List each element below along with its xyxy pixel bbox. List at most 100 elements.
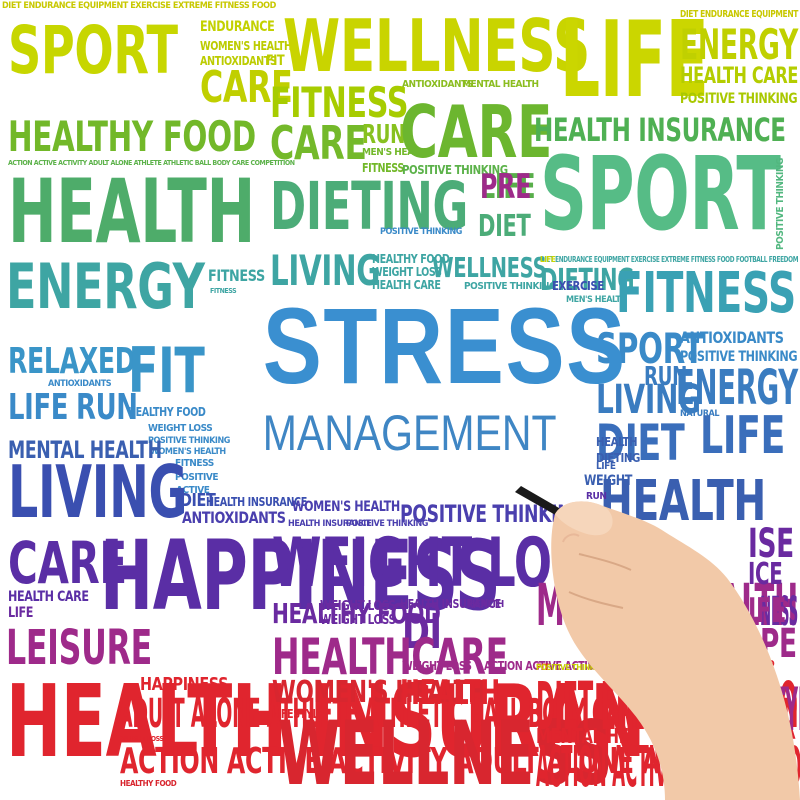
cloud-word: FIT xyxy=(266,53,285,69)
cloud-word: MENTAL HEALTH xyxy=(8,436,162,464)
cloud-word: NATURAL xyxy=(680,409,720,419)
cloud-word: ENERGY xyxy=(680,20,799,69)
cloud-word: RELAXED xyxy=(8,341,136,382)
cloud-word: SPORT xyxy=(540,135,781,254)
cloud-word: HEALTH INSURANCE xyxy=(288,519,372,529)
cloud-word: LIVING xyxy=(596,377,701,423)
cloud-word: POSITIVE THINKING xyxy=(680,349,798,365)
cloud-word: POSITIVE THINKING xyxy=(402,163,508,177)
cloud-word: WOMEN'S HEALTH xyxy=(150,447,226,457)
cloud-word: WOMEN'S HEALTH xyxy=(200,39,292,53)
cloud-word: POSITIVE THINKING xyxy=(346,519,428,529)
cloud-word: WEIGHT LOSS xyxy=(372,265,442,279)
cloud-word: POSITIVE THINKING xyxy=(775,158,786,250)
cloud-word: ISE xyxy=(748,521,794,567)
cloud-word: WOMEN'S HEALTH xyxy=(272,675,486,710)
cloud-word: FITNESS xyxy=(616,261,796,326)
cloud-word: EXERCISE xyxy=(552,279,604,293)
cloud-word: WEIGHT LOSS xyxy=(402,659,472,673)
cloud-word: ENDURANCE xyxy=(200,19,275,35)
cloud-word: MEN'S HEALTH xyxy=(566,295,627,305)
cloud-word: FITNESS xyxy=(210,287,237,295)
cloud-word: RUN xyxy=(644,362,687,392)
cloud-word: ANTIOXIDANTS xyxy=(402,79,473,90)
cloud-word: HEALTHY FOOD xyxy=(128,405,206,419)
cloud-word: HEALTH xyxy=(468,599,504,610)
cloud-word: LIFE xyxy=(596,461,616,472)
cloud-word: CARE xyxy=(8,529,127,597)
cloud-word: ACTIVE xyxy=(176,485,210,496)
cloud-word: HEALTH xyxy=(400,673,500,713)
cloud-word: LIVING xyxy=(8,450,188,534)
cloud-word: ANTIOXIDANTS xyxy=(200,54,277,68)
cloud-word: WOMEN'S HEALTH xyxy=(292,499,400,515)
cloud-word: DIET xyxy=(180,490,216,511)
cloud-word: DIETING xyxy=(596,451,640,465)
cloud-word: HAPPINESS xyxy=(140,674,229,695)
cloud-word: DIET ENDURANCE EQUIPMENT EXERCISE EXTREM… xyxy=(540,255,799,264)
cloud-word: RUN xyxy=(362,120,405,150)
cloud-word: WEIGHT LOSS xyxy=(120,735,164,743)
cloud-word: CARE xyxy=(400,90,553,174)
cloud-word: WELLNESS xyxy=(278,702,613,800)
cloud-word: LIFE xyxy=(700,406,786,466)
cloud-word: POSITIVE THINKING xyxy=(380,227,462,237)
cloud-word: DIET ENDURANCE EQUIPMENT EXERCISE EXTREM… xyxy=(2,1,276,11)
cloud-word: DIET ENDURANCE EQUIPMENT xyxy=(680,9,799,20)
cloud-word: WEIGHT LOSS xyxy=(148,423,213,434)
stress-heading: STRESS xyxy=(262,285,627,406)
cloud-word: WEIGHT xyxy=(584,473,632,489)
stress-management-title: STRESS MANAGEMENT xyxy=(233,285,627,461)
cloud-word: LIVING xyxy=(270,246,381,295)
cloud-word: FIT xyxy=(536,663,549,673)
cloud-word: POSITIVE THINKING xyxy=(148,436,230,446)
cloud-word: MEN'S HEALTH xyxy=(362,147,431,158)
management-heading: MANAGEMENT xyxy=(262,405,557,461)
cloud-word: MENTAL HEALTH xyxy=(462,79,539,90)
cloud-word: DIETING xyxy=(540,263,635,298)
cloud-word: HEALTHY FOOD xyxy=(120,779,177,788)
cloud-word: HAPPINESS xyxy=(100,520,501,632)
cloud-word: NESS xyxy=(760,589,799,635)
cloud-word: DIET xyxy=(596,414,685,472)
cloud-word: HEALTH INSURANCE xyxy=(206,495,307,509)
cloud-word: HEALTH INSURANCE xyxy=(534,111,786,149)
cloud-word: ICE xyxy=(748,557,783,592)
cloud-word: HEALTHCARE xyxy=(272,628,508,686)
cloud-word: ANTIOXIDANTS xyxy=(48,379,112,389)
cloud-word: DIET xyxy=(478,209,531,244)
cloud-word: CARE xyxy=(200,62,293,113)
cloud-word: ACTION ACTIVE ACTIVITY ADULT ALONE ATHLE… xyxy=(8,159,295,167)
cloud-word: SPORT xyxy=(596,324,704,373)
cloud-word: ANTIOXIDANTS xyxy=(680,328,784,347)
cloud-word: HEALTHY FOOD xyxy=(272,597,441,630)
cloud-word: PRE xyxy=(480,167,531,207)
cloud-word: ANTIOXIDANTS xyxy=(182,508,286,527)
cloud-word: HEALTH CARE xyxy=(372,278,441,292)
cloud-word: FITNESS xyxy=(208,266,265,285)
cloud-word: WEIGHT LOSS xyxy=(320,613,396,628)
cloud-word: ENERGY xyxy=(6,250,205,323)
cloud-word: POSITIVE THINKING xyxy=(464,281,556,292)
cloud-word: HEALTHY FOOD xyxy=(8,112,256,161)
cloud-word: WELLNESS xyxy=(432,251,547,284)
hand-with-pen-icon xyxy=(515,486,800,800)
cloud-word: WEIGHT LOSS xyxy=(320,599,396,614)
cloud-word: RUN xyxy=(76,387,138,428)
cloud-word: HEALTH xyxy=(596,435,638,449)
cloud-word: WELLNESS xyxy=(283,4,590,88)
cloud-word: HEALTH CARE xyxy=(680,64,798,89)
cloud-word: LIFE xyxy=(480,167,536,207)
cloud-word: CARE xyxy=(270,116,367,170)
cloud-word: ENERGY xyxy=(676,360,798,416)
cloud-word: LIFE xyxy=(8,387,69,428)
cloud-word: LIFESTYLE xyxy=(272,707,325,721)
cloud-word: HEALTH xyxy=(8,160,255,263)
cloud-word: DI xyxy=(402,604,442,660)
cloud-word: FIT xyxy=(128,334,205,407)
cloud-word: LEISURE xyxy=(6,620,152,676)
cloud-word: RUN xyxy=(586,491,607,502)
cloud-word: HEALTH CARE xyxy=(8,589,89,605)
cloud-word: HEALTHY FOOD xyxy=(372,252,450,266)
cloud-word: LIFE xyxy=(560,0,709,121)
